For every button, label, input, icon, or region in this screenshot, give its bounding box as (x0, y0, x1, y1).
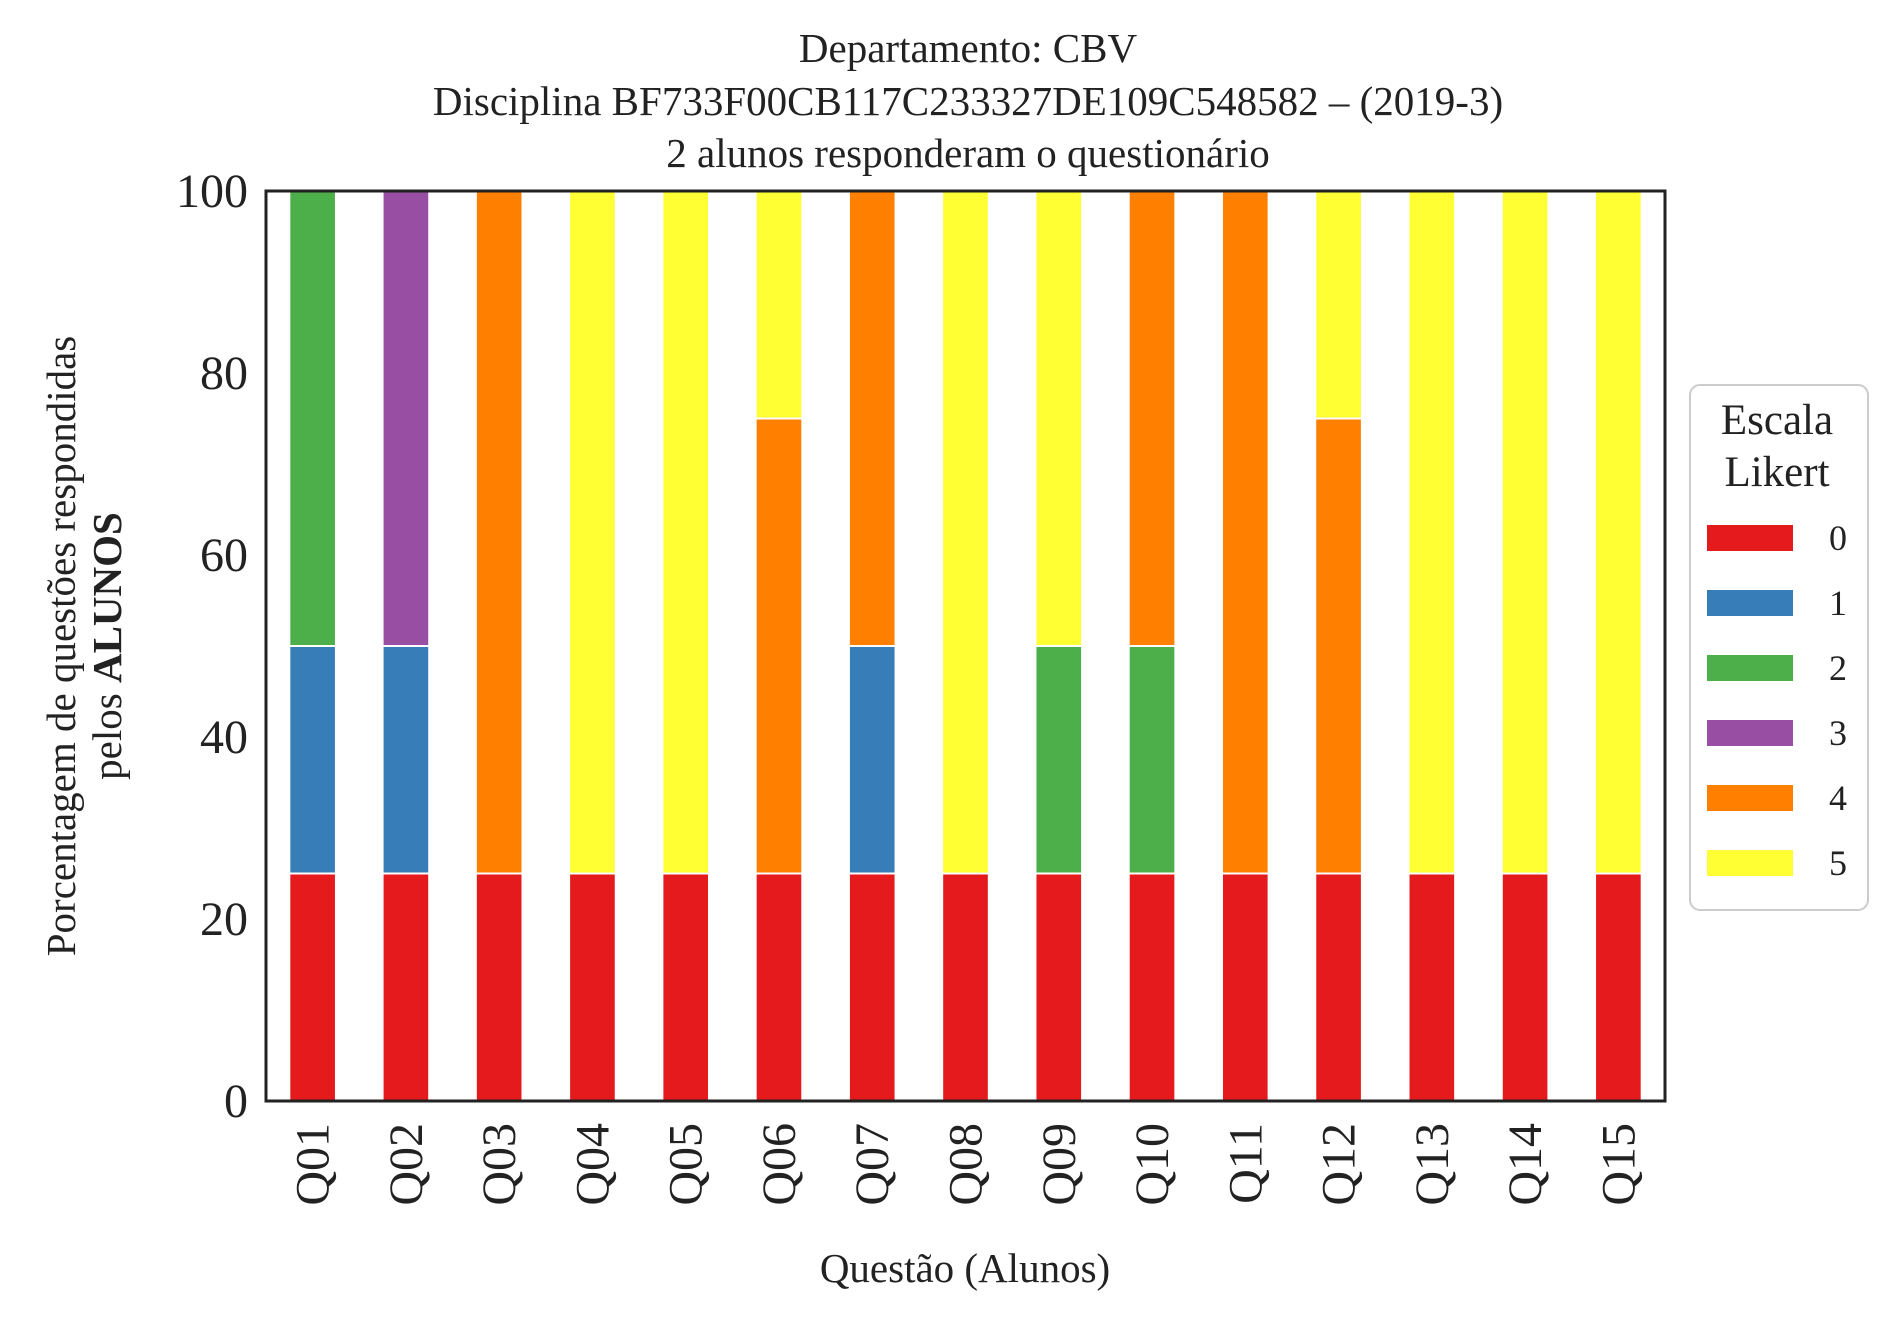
bar-q05-scale-0 (661, 872, 711, 1102)
bar-q12-scale-4 (1314, 417, 1363, 875)
y-axis-label-line-1: Porcentagem de questões respondidas (38, 336, 84, 957)
bar-q01-scale-2 (288, 190, 337, 647)
x-tick-q04: Q04 (566, 1123, 619, 1206)
legend-swatch-2 (1707, 655, 1793, 681)
bar-q07-scale-4 (847, 190, 897, 647)
x-axis-label: Questão (Alunos) (820, 1245, 1110, 1291)
bar-q03-scale-0 (474, 872, 524, 1102)
y-tick-80: 80 (200, 347, 248, 400)
legend-swatch-0 (1707, 525, 1793, 551)
x-tick-q06: Q06 (753, 1123, 806, 1206)
bar-q10-scale-4 (1127, 190, 1177, 647)
y-tick-60: 60 (200, 529, 248, 582)
bar-q07-scale-1 (847, 645, 897, 875)
legend-frame (1689, 384, 1869, 911)
bar-q09-scale-2 (1034, 645, 1084, 875)
x-tick-q03: Q03 (473, 1123, 526, 1206)
bar-q11-scale-4 (1220, 190, 1270, 875)
legend-label-0: 0 (1829, 518, 1847, 558)
y-tick-20: 20 (200, 893, 248, 946)
legend: Escala Likert 0 1 2 3 4 5 (1689, 384, 1869, 911)
bar-q08-scale-5 (941, 190, 990, 875)
bar-q12-scale-0 (1314, 872, 1363, 1102)
bar-q06-scale-0 (754, 872, 804, 1102)
x-tick-q09: Q09 (1033, 1123, 1086, 1206)
bar-q13-scale-0 (1407, 872, 1457, 1102)
bar-q14-scale-5 (1500, 190, 1550, 875)
bar-q11-scale-0 (1220, 872, 1270, 1102)
bar-q02-scale-3 (381, 190, 431, 647)
x-tick-q11: Q11 (1219, 1123, 1272, 1204)
title-line-2: Disciplina BF733F00CB117C233327DE109C548… (433, 78, 1503, 124)
legend-entries: 0 1 2 3 4 5 (1707, 518, 1847, 883)
legend-title-line-1: Escala (1721, 397, 1833, 444)
legend-label-1: 1 (1829, 583, 1847, 623)
x-tick-q01: Q01 (287, 1123, 340, 1206)
legend-swatch-1 (1707, 590, 1793, 616)
y-axis-label: Porcentagem de questões respondidas pelo… (38, 336, 130, 957)
x-tick-q15: Q15 (1592, 1123, 1645, 1206)
bar-q14-scale-0 (1500, 872, 1550, 1102)
legend-label-2: 2 (1829, 648, 1847, 688)
bars-group (288, 190, 1643, 1102)
bar-q12-scale-5 (1314, 190, 1363, 420)
bar-q01-scale-0 (288, 872, 337, 1102)
bar-q02-scale-1 (381, 645, 431, 875)
legend-swatch-5 (1707, 850, 1793, 876)
y-tick-40: 40 (200, 711, 248, 764)
plot-frame (264, 189, 1667, 1103)
bar-q07-scale-0 (847, 872, 897, 1102)
x-tick-q07: Q07 (846, 1123, 899, 1206)
x-tick-q14: Q14 (1499, 1123, 1552, 1206)
y-axis-label-line-2: pelos ALUNOS (84, 512, 130, 780)
x-tick-q08: Q08 (940, 1123, 993, 1206)
title-line-1: Departamento: CBV (799, 25, 1138, 71)
y-axis-label-prefix: pelos (84, 683, 130, 780)
legend-swatch-3 (1707, 720, 1793, 746)
bar-q10-scale-2 (1127, 645, 1177, 875)
bar-q06-scale-4 (754, 417, 804, 875)
x-tick-q13: Q13 (1406, 1123, 1459, 1206)
bar-q13-scale-5 (1407, 190, 1457, 875)
bar-q09-scale-0 (1034, 872, 1084, 1102)
bar-q04-scale-5 (568, 190, 617, 875)
y-tick-labels: 0 20 40 60 80 100 (176, 165, 248, 1128)
y-tick-100: 100 (176, 165, 248, 218)
legend-swatch-4 (1707, 785, 1793, 811)
y-axis-label-bold: ALUNOS (84, 512, 130, 683)
legend-label-3: 3 (1829, 713, 1847, 753)
x-tick-q10: Q10 (1126, 1123, 1179, 1206)
x-tick-q05: Q05 (660, 1123, 713, 1206)
y-tick-0: 0 (224, 1075, 248, 1128)
bar-q10-scale-0 (1127, 872, 1177, 1102)
legend-label-4: 4 (1829, 778, 1847, 818)
chart-title: Departamento: CBV Disciplina BF733F00CB1… (433, 25, 1503, 176)
bar-q15-scale-5 (1594, 190, 1643, 875)
bar-q15-scale-0 (1594, 872, 1643, 1102)
bar-q08-scale-0 (941, 872, 990, 1102)
x-tick-q02: Q02 (380, 1123, 433, 1206)
x-tick-q12: Q12 (1313, 1123, 1366, 1206)
bar-q05-scale-5 (661, 190, 711, 875)
title-line-3: 2 alunos responderam o questionário (666, 130, 1269, 176)
bar-q06-scale-5 (754, 190, 804, 420)
x-tick-labels: Q01 Q02 Q03 Q04 Q05 Q06 Q07 Q08 Q09 Q10 Q11 Q12 Q13 Q… (287, 1123, 1646, 1206)
bar-q02-scale-0 (381, 872, 431, 1102)
bar-q09-scale-5 (1034, 190, 1084, 647)
bar-q04-scale-0 (568, 872, 617, 1102)
legend-label-5: 5 (1829, 843, 1847, 883)
bar-q01-scale-1 (288, 645, 337, 875)
legend-title-line-2: Likert (1724, 449, 1829, 496)
bar-q03-scale-4 (474, 190, 524, 875)
